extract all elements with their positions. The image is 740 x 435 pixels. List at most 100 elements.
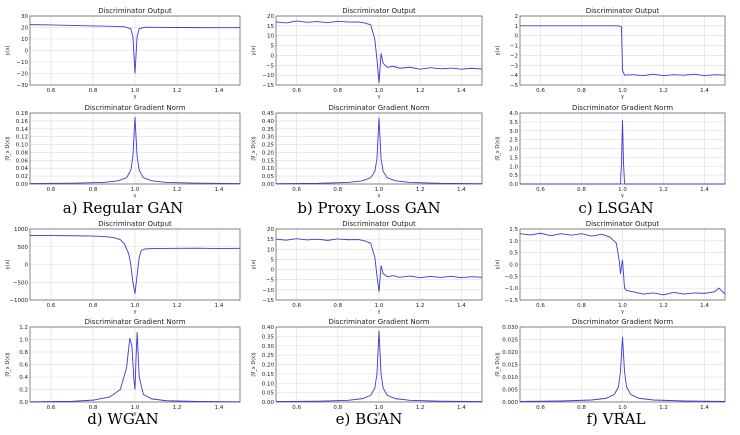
panel-title: Discriminator Gradient Norm — [84, 104, 185, 112]
y-tick-label: −1 — [510, 44, 518, 50]
y-tick-label: 10 — [21, 37, 28, 43]
x-tick-label: 0.8 — [89, 88, 98, 94]
caption-d: d) WGAN — [87, 410, 159, 428]
x-axis-label: γ — [378, 309, 381, 315]
panel-title: Discriminator Output — [586, 220, 660, 228]
x-tick-label: 0.6 — [536, 405, 545, 411]
series-line-0 — [275, 238, 483, 292]
y-tick-label: −10 — [262, 288, 274, 294]
x-tick-label: 0.6 — [47, 187, 56, 193]
x-tick-label: 1.4 — [457, 405, 466, 411]
y-tick-label: 20 — [21, 26, 28, 32]
y-tick-label: −1.5 — [505, 298, 519, 304]
y-tick-label: 0.015 — [502, 363, 518, 369]
x-tick-label: 1.2 — [173, 187, 182, 193]
series-line-0 — [275, 330, 483, 403]
x-tick-label: 0.8 — [333, 405, 342, 411]
x-tick-label: 1.4 — [215, 405, 224, 411]
y-axis-label: |∇_x D(x)| — [495, 352, 501, 377]
y-tick-label: 0.35 — [262, 334, 275, 340]
y-tick-label: 0 — [25, 263, 29, 269]
y-tick-label: −20 — [16, 72, 28, 78]
y-tick-label: 1.0 — [19, 338, 28, 344]
y-axis-label: |∇_x D(x)| — [495, 136, 501, 161]
x-tick-label: 0.8 — [333, 303, 342, 309]
y-tick-label: 0.6 — [19, 363, 28, 369]
x-tick-label: 1.2 — [416, 88, 425, 94]
y-tick-label: 0.10 — [262, 166, 275, 172]
y-tick-label: 20 — [267, 14, 274, 20]
y-tick-label: 5 — [271, 257, 275, 263]
x-tick-label: 0.6 — [47, 88, 56, 94]
y-tick-label: 0.30 — [262, 135, 275, 141]
plot-frame — [29, 15, 241, 86]
x-tick-label: 1.4 — [700, 88, 709, 94]
y-axis-label: |∇_x D(x)| — [5, 136, 11, 161]
plot-frame — [29, 228, 241, 301]
y-tick-label: 0.8 — [19, 350, 28, 356]
x-axis-label: γ — [378, 411, 381, 417]
y-tick-label: 0.05 — [262, 391, 275, 397]
panel-e-output: 0.6 0.8 1.0 1.2 1.4 −15 −10 −5 0 5 10 15 20 Discrimin… — [251, 220, 483, 315]
x-tick-label: 0.8 — [577, 303, 586, 309]
y-tick-label: 0.00 — [16, 182, 29, 188]
y-tick-label: 1.2 — [19, 325, 28, 331]
panel-f-gradient: 0.6 0.8 1.0 1.2 1.4 0.000 0.005 0.010 0.015 0.020… — [495, 318, 726, 417]
x-tick-label: 1.4 — [700, 187, 709, 193]
x-axis-label: γ — [621, 309, 624, 315]
y-tick-label: 0.00 — [262, 182, 275, 188]
y-tick-label: 1.5 — [509, 227, 518, 233]
y-tick-label: 0.16 — [16, 119, 29, 125]
y-tick-label: 0.0 — [509, 182, 518, 188]
caption-b: b) Proxy Loss GAN — [297, 199, 441, 217]
panel-title: Discriminator Gradient Norm — [572, 104, 673, 112]
x-axis-label: γ — [134, 94, 137, 100]
y-tick-label: 1.0 — [509, 164, 518, 170]
x-axis-label: γ — [134, 411, 137, 417]
y-tick-label: 0.030 — [502, 325, 518, 331]
x-tick-label: 1.2 — [659, 88, 668, 94]
y-tick-label: −5 — [266, 63, 275, 69]
x-tick-label: 1.2 — [173, 303, 182, 309]
x-tick-label: 1.4 — [457, 187, 466, 193]
plot-frame — [519, 15, 726, 86]
x-tick-label: 0.6 — [536, 88, 545, 94]
y-tick-label: 0.4 — [19, 375, 28, 381]
y-tick-label: 0.2 — [19, 388, 28, 394]
x-tick-label: 1.2 — [659, 405, 668, 411]
y-tick-label: 1.5 — [509, 155, 518, 161]
x-tick-label: 1.0 — [618, 303, 627, 309]
caption-c: c) LSGAN — [578, 199, 654, 217]
x-tick-label: 0.8 — [89, 405, 98, 411]
x-tick-label: 0.6 — [292, 88, 301, 94]
y-tick-label: 0.20 — [262, 150, 275, 156]
y-tick-label: 0.20 — [262, 363, 275, 369]
y-tick-label: 2 — [515, 14, 519, 20]
y-tick-label: 0.12 — [16, 135, 28, 141]
panel-title: Discriminator Output — [342, 220, 416, 228]
y-tick-label: −10 — [16, 60, 28, 66]
x-tick-label: 1.0 — [618, 88, 627, 94]
panel-f-output: 0.6 0.8 1.0 1.2 1.4 −1.5 −1.0 −0.5 0.0 0.5 1.0 1.5 D… — [495, 220, 726, 315]
x-tick-label: 0.8 — [577, 405, 586, 411]
y-tick-label: 0.25 — [262, 143, 275, 149]
panel-title: Discriminator Gradient Norm — [328, 104, 429, 112]
y-tick-label: 0.005 — [502, 388, 518, 394]
caption-f: f) VRAL — [586, 410, 646, 428]
y-tick-label: −15 — [262, 298, 274, 304]
caption-a: a) Regular GAN — [62, 199, 184, 217]
y-axis-label: |∇_x D(x)| — [251, 352, 257, 377]
x-tick-label: 1.0 — [131, 303, 140, 309]
y-tick-label: 4.0 — [509, 111, 518, 117]
y-tick-label: 10 — [267, 34, 274, 40]
y-tick-label: 0.40 — [262, 325, 275, 331]
x-tick-label: 0.8 — [333, 88, 342, 94]
x-tick-label: 1.2 — [416, 187, 425, 193]
series-line-0 — [519, 232, 726, 296]
x-tick-label: 0.6 — [292, 405, 301, 411]
y-tick-label: 0.06 — [16, 158, 29, 164]
series-line-0 — [275, 20, 483, 84]
x-tick-label: 0.8 — [577, 187, 586, 193]
y-tick-label: −2 — [510, 53, 518, 59]
series-line-0 — [520, 120, 725, 185]
